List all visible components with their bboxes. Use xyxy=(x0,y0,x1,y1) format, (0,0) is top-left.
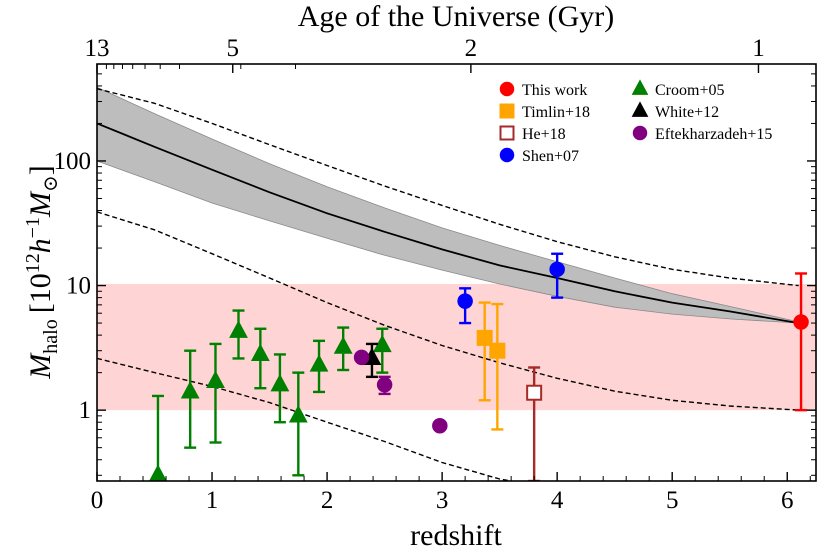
plot-background-layer xyxy=(97,86,816,481)
y-axis-title-h: h xyxy=(24,238,57,253)
legend-label-timlin-18: Timlin+18 xyxy=(522,104,590,121)
y-tick-label-100: 100 xyxy=(54,148,92,175)
x-tick-label-6: 6 xyxy=(781,487,794,514)
croom-05-point-9 xyxy=(333,336,353,354)
he-18-point-1 xyxy=(526,384,543,401)
x-tick-label-4: 4 xyxy=(551,487,564,514)
y-axis-title-bracket-close: ] xyxy=(24,165,57,175)
eftekharzadeh-15-point-2 xyxy=(376,376,393,393)
croom-05-point-2 xyxy=(180,381,200,399)
data-series-layer xyxy=(149,252,809,481)
legend-label-croom-05: Croom+05 xyxy=(655,82,724,99)
y-axis-title-exp: 12 xyxy=(22,253,44,273)
timlin-18-point-1 xyxy=(476,329,493,346)
croom-05-point-7 xyxy=(288,404,308,423)
eftekharzadeh-15-point-1 xyxy=(353,349,370,366)
top-tick-label-5: 5 xyxy=(226,35,239,62)
legend-label-white-12: White+12 xyxy=(655,104,719,121)
y-axis-title-msun: M xyxy=(24,190,57,218)
x-tick-label-5: 5 xyxy=(666,487,679,514)
croom-05-point-1 xyxy=(149,464,167,481)
legend-label-he-18: He+18 xyxy=(522,126,566,143)
y-tick-label-10: 10 xyxy=(66,273,91,300)
shen-07-point-1 xyxy=(457,293,473,309)
legend-marker-eftekharzadeh-15 xyxy=(632,125,648,141)
croom-05-point-10 xyxy=(372,334,392,353)
legend-marker-croom-05 xyxy=(631,79,649,95)
top-tick-label-13: 13 xyxy=(85,35,110,62)
legend-marker-white-12 xyxy=(631,101,649,117)
x-tick-label-0: 0 xyxy=(91,487,104,514)
legend-label-eftekharzadeh-15: Eftekharzadeh+15 xyxy=(655,126,772,143)
x-axis-title: redshift xyxy=(410,519,502,552)
legend-label-shen-07: Shen+07 xyxy=(522,148,579,165)
eftekharzadeh-15-point-3 xyxy=(432,417,448,434)
dashed-growth-track-1 xyxy=(97,88,799,287)
x-tick-label-3: 3 xyxy=(436,487,449,514)
top-axis-title: Age of the Universe (Gyr) xyxy=(298,0,615,33)
legend-marker-shen-07 xyxy=(499,147,515,163)
croom-05-point-3 xyxy=(206,370,225,389)
legend-marker-he-18 xyxy=(499,125,515,141)
plot-frame xyxy=(96,63,817,482)
y-axis-title-sub: halo xyxy=(40,319,62,353)
y-axis-title: Mhalo[1012h−1M⊙] xyxy=(22,165,62,379)
dashed-growth-track-2 xyxy=(97,211,799,411)
timlin-18-point-2 xyxy=(489,342,506,359)
legend-label-this-work: This work xyxy=(522,82,587,99)
axes-layer: 0 1 2 3 4 5 6 1 10 100 13 5 2 1 xyxy=(54,35,816,514)
shen-07-point-2 xyxy=(549,261,565,278)
x-tick-label-1: 1 xyxy=(206,487,219,514)
legend-marker-timlin-18 xyxy=(499,103,515,119)
croom-05-point-4 xyxy=(229,320,248,338)
legend: This work Timlin+18 He+18 Shen+07 Croom+05 Wh… xyxy=(499,79,772,165)
this-work-point-1 xyxy=(793,314,809,330)
croom-05-point-8 xyxy=(309,354,329,372)
y-axis-title-msun-sub: ⊙ xyxy=(40,175,62,192)
y-axis-title-bracket-open: [10 xyxy=(24,273,57,313)
y-axis-title-main: M xyxy=(24,352,57,380)
top-tick-label-2: 2 xyxy=(465,35,478,62)
croom-05-point-6 xyxy=(270,373,290,392)
croom-05-point-5 xyxy=(250,343,270,362)
legend-marker-this-work xyxy=(499,81,515,97)
top-tick-label-1: 1 xyxy=(752,35,765,62)
growth-track-median-line xyxy=(97,122,799,324)
dashed-growth-track-3 xyxy=(97,357,512,481)
y-axis-title-h-exp: −1 xyxy=(22,217,44,238)
x-tick-label-2: 2 xyxy=(321,487,334,514)
y-tick-label-1: 1 xyxy=(79,397,92,424)
